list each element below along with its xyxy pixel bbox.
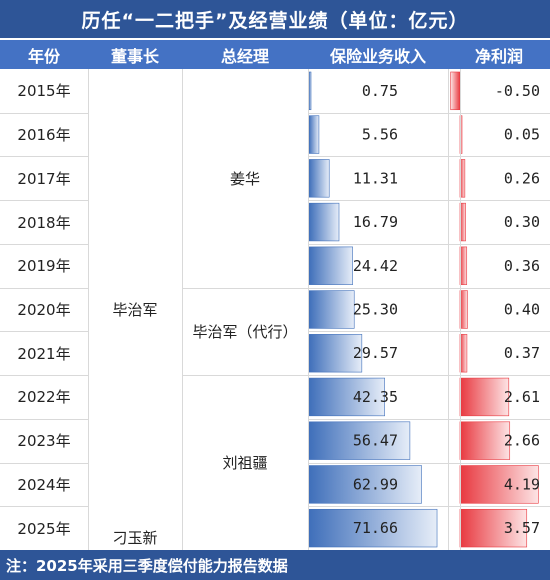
footnote: 注：2025年采用三季度偿付能力报告数据: [0, 550, 550, 580]
profit-bar: [459, 377, 510, 417]
premium-bar: [308, 290, 355, 329]
profit-value-label: 2.66: [504, 432, 540, 450]
premium-bar: [308, 334, 363, 373]
premium-bar: [308, 421, 411, 460]
header-gm: 总经理: [220, 46, 269, 66]
row-divider: [0, 506, 88, 507]
row-divider: [0, 463, 88, 464]
row-divider: [308, 200, 550, 201]
year-label: 2016年: [17, 126, 71, 145]
year-label: 2015年: [17, 82, 71, 101]
profit-value-label: 0.05: [504, 126, 540, 144]
premium-value-label: 62.99: [353, 475, 398, 493]
premium-bar: [308, 465, 422, 504]
profit-bar: [459, 508, 528, 548]
premium-value-label: 0.75: [362, 82, 398, 100]
premium-bar: [308, 377, 385, 417]
gm-name: 姜华: [229, 169, 260, 188]
profit-bar: [459, 290, 468, 329]
profit-value-label: 0.30: [504, 213, 540, 231]
row-divider: [0, 288, 88, 289]
profit-value-label: -0.50: [495, 82, 540, 100]
header-chairman: 董事长: [110, 46, 159, 66]
year-label: 2023年: [17, 432, 71, 451]
premium-bar: [308, 508, 438, 548]
premium-bar: [308, 115, 320, 154]
header-year: 年份: [27, 46, 60, 66]
row-divider: [0, 419, 88, 420]
header-profit: 净利润: [474, 46, 523, 66]
row-divider: [0, 200, 88, 201]
premium-bar: [308, 202, 340, 242]
row-divider: [0, 244, 88, 245]
profit-value-label: 2.61: [504, 388, 540, 406]
premium-value-label: 16.79: [353, 213, 398, 231]
row-divider: [308, 244, 550, 245]
profit-axis-line: [460, 69, 461, 550]
profit-value-label: 0.26: [504, 169, 540, 187]
chairman-name: 刁玉新: [112, 529, 158, 547]
premium-value-label: 24.42: [353, 257, 398, 275]
row-divider: [308, 375, 550, 376]
data-table: 0.75 5.56 11.31 16.79 24.42 25.30 29.57 42.35 56…: [0, 69, 550, 550]
column-divider: [182, 69, 183, 550]
column-divider: [88, 69, 89, 550]
gm-group-divider: [182, 375, 308, 376]
premium-value-label: 71.66: [353, 519, 398, 537]
gm-group-divider: [182, 288, 308, 289]
profit-value-label: 0.36: [504, 257, 540, 275]
premium-bar: [308, 71, 312, 111]
premium-value-label: 25.30: [353, 301, 398, 319]
column-divider: [448, 69, 449, 550]
column-divider: [308, 69, 309, 550]
profit-bar: [459, 465, 539, 504]
premium-value-label: 5.56: [362, 126, 398, 144]
bars-layer: 0.75 5.56 11.31 16.79 24.42 25.30 29.57 42.35 56…: [308, 71, 540, 548]
profit-value-label: 3.57: [504, 519, 540, 537]
year-label: 2020年: [17, 300, 71, 319]
row-divider: [0, 156, 88, 157]
row-divider: [308, 463, 550, 464]
profit-value-label: 0.40: [504, 301, 540, 319]
profit-bar: [459, 246, 468, 285]
year-label: 2025年: [17, 519, 71, 538]
profit-value-label: 4.19: [504, 475, 540, 493]
profit-value-label: 0.37: [504, 344, 540, 362]
year-label: 2017年: [17, 169, 71, 188]
premium-bar: [308, 159, 330, 198]
row-divider: [308, 156, 550, 157]
year-label: 2019年: [17, 257, 71, 276]
premium-value-label: 42.35: [353, 388, 398, 406]
profit-bar: [459, 421, 511, 460]
premium-value-label: 56.47: [353, 432, 398, 450]
profit-bar: [450, 71, 461, 111]
premium-value-label: 29.57: [353, 344, 398, 362]
year-label: 2022年: [17, 388, 71, 407]
header-row: 年份 董事长 总经理 保险业务收入 净利润: [0, 40, 550, 69]
gm-name: 刘祖疆: [222, 454, 268, 473]
header-premium: 保险业务收入: [329, 46, 426, 66]
year-label: 2018年: [17, 213, 71, 232]
profit-bar: [459, 334, 468, 373]
row-divider: [308, 113, 550, 114]
chart-title: 历任“一二把手”及经营业绩（单位：亿元）: [0, 0, 550, 38]
row-divider: [0, 113, 88, 114]
row-divider: [308, 419, 550, 420]
row-divider: [308, 331, 550, 332]
chairman-name: 毕治军: [112, 301, 158, 319]
gm-name: 毕治军（代行）: [192, 322, 298, 341]
row-divider: [0, 375, 88, 376]
year-label: 2024年: [17, 475, 71, 494]
premium-bar: [308, 246, 353, 285]
premium-value-label: 11.31: [353, 169, 398, 187]
year-label: 2021年: [17, 344, 71, 363]
row-divider: [0, 331, 88, 332]
row-divider: [308, 506, 550, 507]
row-divider: [308, 288, 550, 289]
